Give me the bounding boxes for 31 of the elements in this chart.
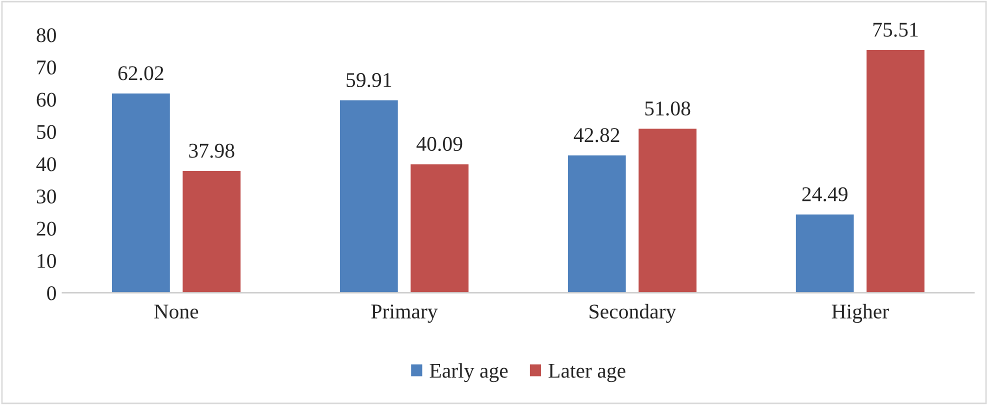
y-tick-label: 20	[36, 222, 56, 236]
data-label: 37.98	[189, 144, 234, 158]
y-tick-label: 10	[38, 254, 56, 268]
data-label: 42.82	[574, 128, 620, 142]
y-tick-label: 0	[47, 286, 56, 300]
legend-label: Later age	[548, 364, 626, 382]
bar	[794, 213, 856, 293]
bar	[865, 48, 926, 293]
bar	[566, 154, 628, 293]
bar	[181, 170, 242, 293]
x-tick-label: Primary	[371, 304, 438, 323]
data-label: 40.09	[416, 136, 462, 152]
data-label: 59.91	[346, 73, 392, 88]
x-tick-label: Secondary	[590, 304, 676, 323]
bar	[338, 98, 400, 293]
bar	[409, 162, 470, 293]
y-tick-label: 50	[37, 124, 56, 140]
data-label: 51.08	[645, 101, 690, 116]
y-tick-label: 70	[37, 60, 56, 75]
x-tick-label: Higher	[832, 304, 889, 323]
y-tick-label: 60	[36, 92, 56, 107]
y-tick-label: 30	[36, 189, 56, 204]
legend-label: Early age	[430, 363, 508, 382]
bar	[637, 127, 698, 293]
data-label: 75.51	[873, 22, 918, 37]
data-label: 62.02	[118, 66, 164, 80]
bar	[110, 92, 172, 293]
x-tick-label: None	[154, 304, 198, 319]
y-tick-label: 40	[36, 157, 56, 172]
y-tick-label: 80	[36, 28, 56, 42]
data-label: 24.49	[802, 187, 848, 202]
